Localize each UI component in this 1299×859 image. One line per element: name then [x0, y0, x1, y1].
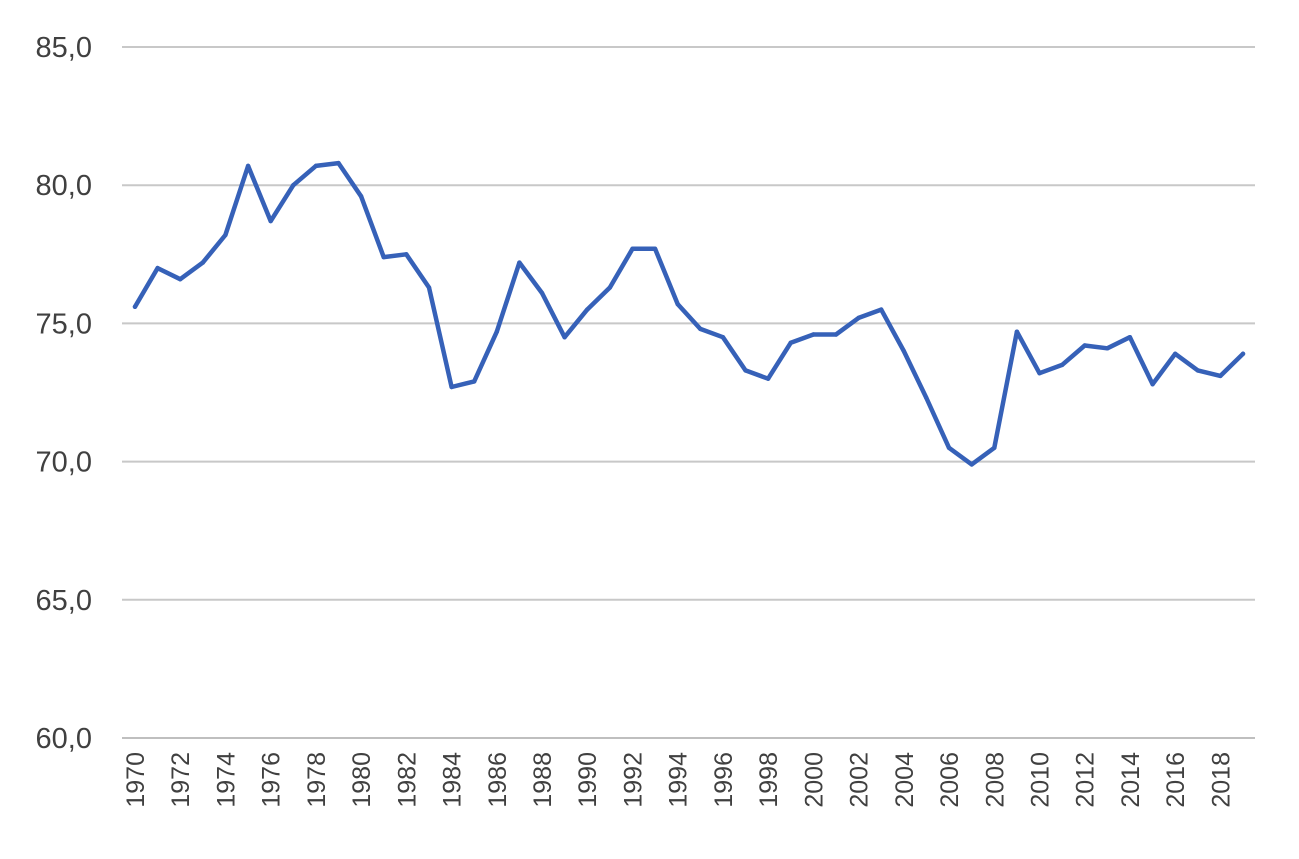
- x-tick-label: 2018: [1207, 752, 1235, 808]
- y-tick-label: 60,0: [36, 723, 92, 755]
- data-point: [223, 232, 228, 238]
- data-point: [155, 265, 160, 271]
- data-point: [630, 246, 635, 251]
- x-tick-label: 1982: [393, 752, 421, 808]
- data-point: [404, 252, 409, 257]
- data-point: [901, 348, 906, 354]
- x-tick-label: 1990: [574, 752, 602, 808]
- x-tick-label: 2006: [936, 752, 964, 808]
- data-point: [743, 368, 748, 373]
- x-tick-label: 2010: [1026, 752, 1054, 808]
- data-point: [178, 277, 183, 282]
- x-tick-label: 1974: [212, 752, 240, 808]
- data-point: [449, 384, 454, 390]
- y-tick-label: 65,0: [36, 585, 92, 617]
- data-point: [833, 332, 839, 337]
- data-point: [924, 395, 929, 401]
- data-point: [1127, 335, 1133, 340]
- data-point: [336, 160, 341, 166]
- data-point: [1014, 329, 1020, 334]
- series-layer: [132, 160, 1246, 467]
- x-tick-label: 1970: [122, 752, 150, 808]
- y-tick-label: 70,0: [36, 447, 92, 479]
- x-tick-label: 1986: [484, 752, 512, 808]
- data-point: [585, 307, 590, 312]
- y-tick-label: 75,0: [36, 308, 92, 340]
- gridlines: [122, 46, 1255, 739]
- x-tick-label: 1978: [303, 752, 331, 808]
- x-tick-label: 1976: [258, 752, 286, 808]
- data-point: [472, 379, 477, 384]
- data-point: [245, 163, 251, 169]
- data-point: [992, 445, 997, 450]
- y-tick-label: 85,0: [36, 32, 92, 64]
- data-point: [720, 335, 726, 340]
- data-point: [539, 290, 545, 296]
- data-point: [856, 315, 861, 321]
- data-point: [879, 307, 884, 312]
- x-tick-label: 1988: [529, 752, 557, 808]
- data-point: [494, 329, 499, 334]
- x-tick-label: 1992: [619, 752, 647, 808]
- data-point: [675, 301, 680, 307]
- x-tick-label: 1996: [710, 752, 738, 808]
- data-point: [313, 163, 319, 169]
- data-point: [1150, 382, 1155, 387]
- x-tick-label: 2014: [1117, 752, 1145, 808]
- data-point: [358, 194, 364, 199]
- data-point: [268, 218, 273, 224]
- y-tick-label: 80,0: [36, 170, 92, 202]
- data-point: [381, 254, 386, 260]
- data-point: [517, 260, 522, 265]
- data-point: [1195, 368, 1201, 373]
- x-tick-label: 1994: [665, 752, 693, 808]
- x-tick-label: 2002: [846, 752, 874, 808]
- x-tick-label: 2000: [800, 752, 828, 808]
- data-point: [788, 340, 793, 345]
- data-point: [811, 332, 816, 337]
- data-point: [946, 445, 952, 450]
- data-point: [1173, 351, 1178, 356]
- x-tick-label: 2004: [891, 752, 919, 808]
- data-point: [969, 462, 974, 467]
- data-point: [1059, 362, 1065, 368]
- data-point: [698, 326, 703, 332]
- data-point: [1240, 351, 1246, 356]
- data-point: [765, 376, 771, 381]
- series-line: [132, 160, 1246, 467]
- x-tick-label: 1984: [439, 752, 467, 808]
- data-point: [607, 285, 613, 290]
- data-point: [426, 285, 432, 290]
- x-tick-label: 1980: [348, 752, 376, 808]
- data-point: [200, 260, 205, 265]
- x-tick-label: 1972: [167, 752, 195, 808]
- data-point: [652, 246, 658, 251]
- y-axis-tick-labels: 60,0 65,0 70,0 75,0 80,0 85,0: [36, 32, 92, 755]
- x-tick-label: 2012: [1072, 752, 1100, 808]
- x-tick-label: 2016: [1162, 752, 1190, 808]
- data-point: [1105, 346, 1110, 351]
- data-point: [562, 335, 567, 340]
- x-tick-label: 1998: [755, 752, 783, 808]
- data-point: [291, 183, 296, 188]
- data-point: [1082, 343, 1087, 348]
- x-tick-label: 2008: [981, 752, 1009, 808]
- data-point: [1037, 371, 1042, 376]
- x-axis-tick-labels: 1970 1972 1974 1976 1978 1980 1982 1984 1986 1988…: [122, 752, 1235, 808]
- data-point: [1218, 373, 1223, 379]
- data-point: [132, 304, 138, 309]
